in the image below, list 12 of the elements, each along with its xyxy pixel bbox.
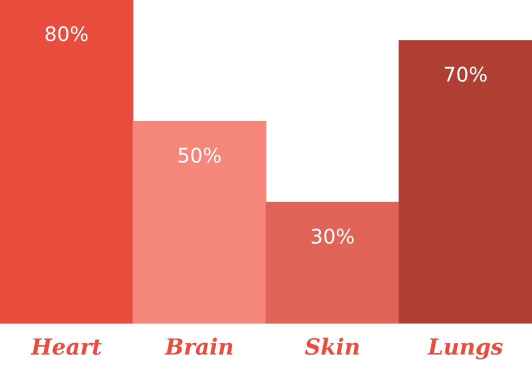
- bar: [132, 121, 266, 324]
- data-label: 80%: [44, 22, 89, 46]
- bar: [266, 202, 400, 324]
- bar: [398, 40, 532, 324]
- bar: [0, 0, 134, 324]
- data-label: 50%: [177, 144, 222, 168]
- x-tick-label: Skin: [304, 334, 360, 361]
- x-tick-label: Lungs: [426, 334, 504, 361]
- data-label: 70%: [443, 62, 488, 87]
- x-tick-label: Heart: [30, 334, 102, 361]
- data-label: 30%: [310, 224, 355, 248]
- x-tick-label: Brain: [164, 334, 234, 361]
